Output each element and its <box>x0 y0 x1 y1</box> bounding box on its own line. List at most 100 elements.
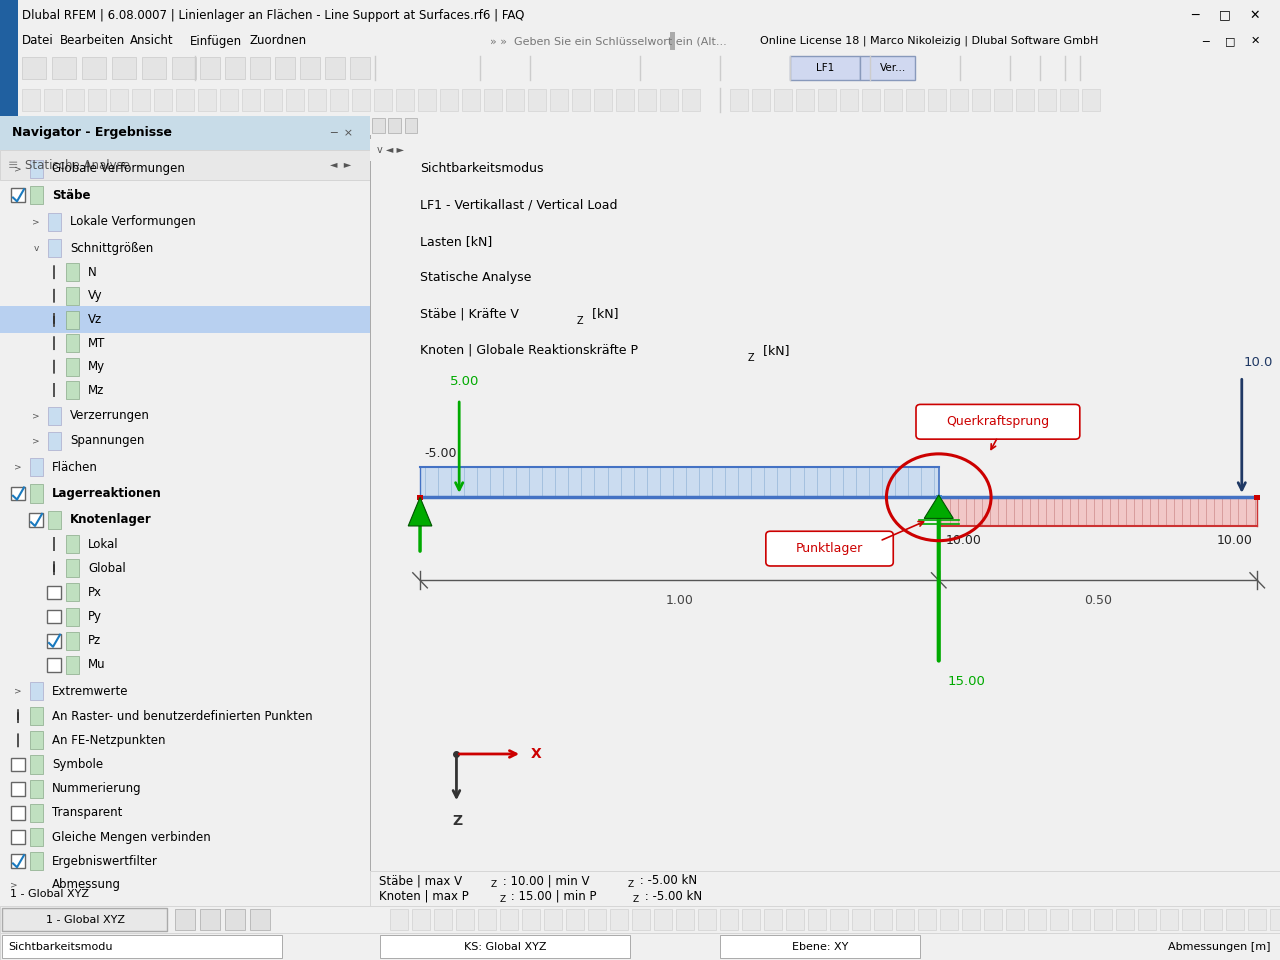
Bar <box>1038 89 1056 111</box>
Bar <box>1060 89 1078 111</box>
Bar <box>0 878 370 909</box>
Text: Pz: Pz <box>88 635 101 647</box>
Text: An Raster- und benutzerdefinierten Punkten: An Raster- und benutzerdefinierten Punkt… <box>52 709 312 723</box>
Text: Z: Z <box>452 814 462 828</box>
Text: Extremwerte: Extremwerte <box>52 684 128 698</box>
Text: ✕: ✕ <box>1251 36 1260 46</box>
Bar <box>175 909 195 930</box>
Bar <box>67 381 79 399</box>
Bar <box>12 487 26 500</box>
Bar <box>818 89 836 111</box>
Bar <box>742 909 760 930</box>
Text: Lokal: Lokal <box>88 538 119 551</box>
Bar <box>12 854 26 868</box>
Text: Lokale Verformungen: Lokale Verformungen <box>70 215 196 228</box>
Text: Nummerierung: Nummerierung <box>52 782 142 795</box>
Text: 10.00: 10.00 <box>1217 534 1253 546</box>
Text: MT: MT <box>88 337 105 349</box>
Bar <box>349 57 370 79</box>
Bar <box>404 118 417 133</box>
Bar <box>308 89 326 111</box>
Text: Abmessung: Abmessung <box>52 878 122 891</box>
Text: Mz: Mz <box>88 384 105 396</box>
Bar <box>786 909 804 930</box>
Bar <box>632 909 650 930</box>
Text: LF1: LF1 <box>815 63 835 73</box>
Bar <box>1270 909 1280 930</box>
Bar <box>1016 89 1034 111</box>
Bar <box>1204 909 1222 930</box>
Bar <box>669 32 675 50</box>
Bar <box>67 584 79 602</box>
Bar <box>198 89 216 111</box>
Bar <box>1254 494 1261 500</box>
Bar <box>29 804 44 822</box>
Bar <box>440 89 458 111</box>
Text: X: X <box>531 747 541 761</box>
Bar <box>456 909 474 930</box>
Bar <box>995 89 1012 111</box>
Text: Einfügen: Einfügen <box>189 35 242 47</box>
Text: Z: Z <box>492 879 497 889</box>
Bar <box>1248 909 1266 930</box>
Bar <box>1138 909 1156 930</box>
Bar <box>963 909 980 930</box>
Text: v: v <box>33 244 38 252</box>
Text: Knoten | Globale Reaktionskräfte P: Knoten | Globale Reaktionskräfte P <box>420 344 637 356</box>
Bar <box>29 514 44 527</box>
Bar <box>22 89 40 111</box>
Text: Stäbe | Kräfte V: Stäbe | Kräfte V <box>420 307 518 321</box>
Text: Global: Global <box>88 562 125 575</box>
Text: □: □ <box>1225 36 1235 46</box>
Text: An FE-Netzpunkten: An FE-Netzpunkten <box>52 733 165 747</box>
Text: [kN]: [kN] <box>759 344 788 356</box>
Bar <box>12 806 26 820</box>
Bar <box>860 56 915 80</box>
Bar <box>1160 909 1178 930</box>
Bar <box>550 89 568 111</box>
Bar <box>790 56 860 80</box>
Bar <box>500 909 518 930</box>
Text: 1 - Global XYZ: 1 - Global XYZ <box>10 889 90 899</box>
Bar <box>49 432 61 449</box>
Text: Px: Px <box>88 586 102 599</box>
Text: Punktlager: Punktlager <box>796 542 863 555</box>
Bar <box>417 494 424 500</box>
Bar <box>225 909 244 930</box>
Bar <box>67 89 84 111</box>
Bar <box>113 57 136 79</box>
Bar <box>154 89 172 111</box>
Bar <box>132 89 150 111</box>
FancyBboxPatch shape <box>765 531 893 566</box>
Text: Bearbeiten: Bearbeiten <box>60 35 125 47</box>
Text: 0.50: 0.50 <box>1084 594 1112 607</box>
Text: >: > <box>14 686 22 696</box>
Bar <box>29 780 44 798</box>
Text: Stäbe: Stäbe <box>52 189 91 202</box>
Bar <box>82 57 106 79</box>
Text: Spannungen: Spannungen <box>70 434 145 447</box>
Bar <box>616 89 634 111</box>
Bar <box>544 909 562 930</box>
Bar <box>29 828 44 846</box>
Text: Ebene: XY: Ebene: XY <box>792 942 849 952</box>
Bar <box>67 334 79 352</box>
Bar <box>44 89 61 111</box>
Text: Knotenlager: Knotenlager <box>70 514 152 526</box>
Bar <box>698 909 716 930</box>
Text: Querkraftsprung: Querkraftsprung <box>946 416 1050 428</box>
Text: Schnittgrößen: Schnittgrößen <box>70 242 154 254</box>
Text: 1 - Global XYZ: 1 - Global XYZ <box>46 915 124 925</box>
Text: Vy: Vy <box>88 289 102 302</box>
Bar <box>12 781 26 796</box>
Bar <box>47 659 61 672</box>
Bar <box>682 89 700 111</box>
Bar <box>49 511 61 529</box>
Bar <box>220 89 238 111</box>
Bar <box>300 57 320 79</box>
Text: Datei: Datei <box>22 35 54 47</box>
Bar <box>177 89 195 111</box>
Bar <box>142 57 166 79</box>
Bar <box>29 458 44 476</box>
Text: LF1 - Vertikallast / Vertical Load: LF1 - Vertikallast / Vertical Load <box>420 199 617 211</box>
